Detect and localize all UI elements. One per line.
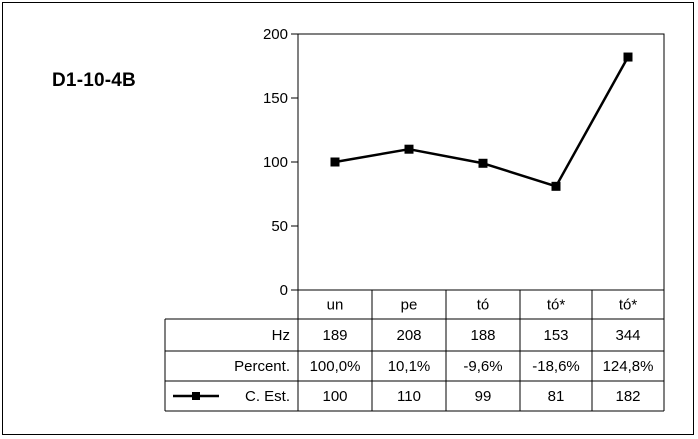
x-tick-label: tó* [547,297,566,314]
y-tick-label: 0 [280,282,288,299]
data-point [404,144,414,154]
y-tick-label: 150 [263,90,288,107]
data-point [551,181,561,191]
table-cell: -18,6% [532,358,580,375]
table-cell: 81 [548,388,565,405]
table-cell: 189 [322,327,347,344]
table-cell: 188 [470,327,495,344]
table-row-label: C. Est. [245,388,290,405]
y-tick-label: 100 [263,154,288,171]
table-cell: 182 [615,388,640,405]
y-tick-label: 200 [263,26,288,43]
table-cell: 10,1% [388,358,431,375]
chart-frame [2,2,694,435]
data-point [623,52,633,62]
table-row-label: Percent. [234,358,290,375]
table-cell: 153 [543,327,568,344]
table-cell: 344 [615,327,640,344]
table-cell: -9,6% [463,358,502,375]
x-tick-label: pe [401,297,418,314]
x-tick-label: un [327,297,344,314]
table-cell: 110 [397,388,421,405]
table-cell: 99 [475,388,492,405]
table-cell: 100 [322,388,347,405]
x-tick-label: tó [477,297,490,314]
data-point [478,158,488,168]
table-cell: 100,0% [310,358,361,375]
x-tick-label: tó* [619,297,638,314]
chart-title: D1-10-4B [52,70,136,91]
table-row-label: Hz [272,327,290,344]
y-tick-label: 50 [271,218,288,235]
legend-marker [192,392,200,400]
data-point [330,157,340,167]
table-cell: 208 [396,327,421,344]
table-cell: 124,8% [603,358,654,375]
